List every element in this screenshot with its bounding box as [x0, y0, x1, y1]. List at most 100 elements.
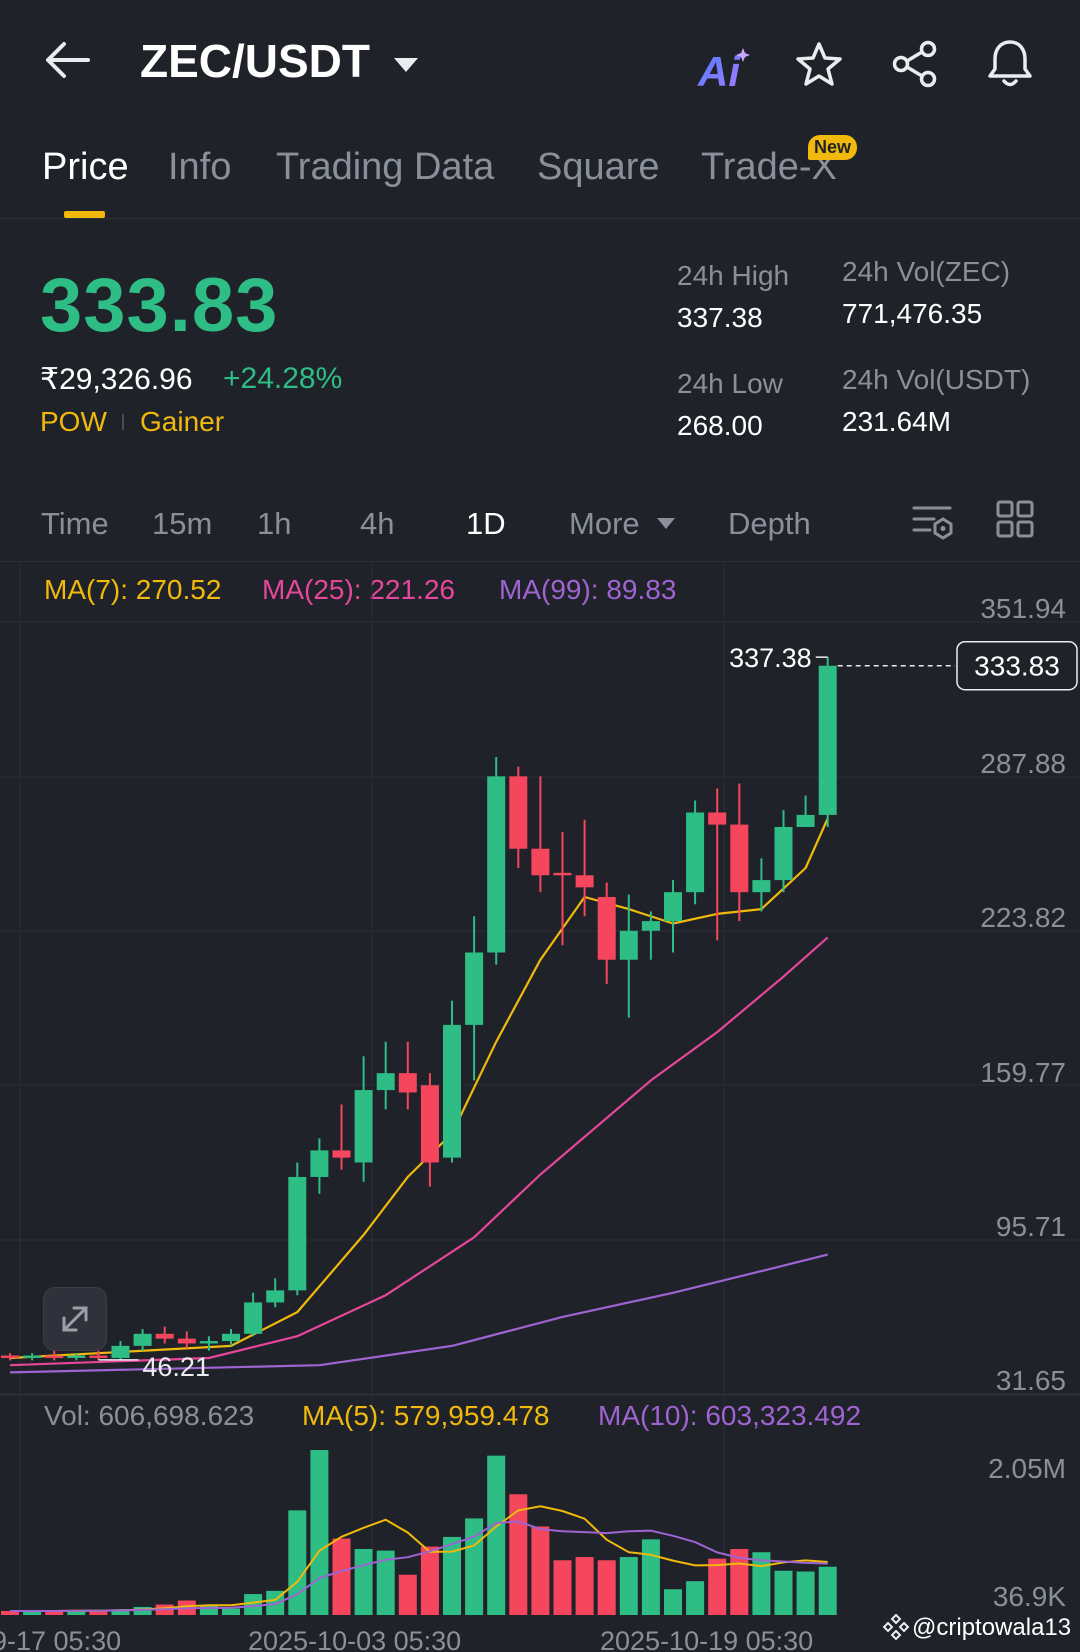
- more-caret-icon: [657, 518, 675, 529]
- pair-dropdown-icon[interactable]: [394, 58, 418, 72]
- volume-bar: [641, 1539, 660, 1615]
- tab-trading-data[interactable]: Trading Data: [276, 146, 495, 188]
- tab-price[interactable]: Price: [42, 146, 129, 188]
- volume-ma5-legend: MA(5): 579,959.478: [302, 1400, 550, 1431]
- star-icon[interactable]: [794, 40, 844, 88]
- timeframe-more[interactable]: More: [569, 506, 640, 541]
- candle-body: [288, 1176, 307, 1291]
- volume-axis-tick: 2.05M: [988, 1453, 1066, 1484]
- volume-bar: [45, 1610, 64, 1615]
- tab-info[interactable]: Info: [168, 146, 232, 188]
- timeframe-1d[interactable]: 1D: [466, 506, 506, 541]
- share-icon[interactable]: [890, 40, 940, 88]
- price-change-percent: +24.28%: [223, 362, 343, 395]
- expand-chart-button[interactable]: [43, 1287, 107, 1351]
- volume-bar: [774, 1570, 793, 1615]
- volume-bar: [398, 1574, 417, 1615]
- volume-bar: [310, 1450, 329, 1615]
- volume-legend: Vol: 606,698.623: [44, 1400, 255, 1431]
- tab-square[interactable]: Square: [537, 146, 660, 188]
- price-axis-tick: 159.77: [980, 1057, 1066, 1088]
- volume-bar: [597, 1560, 616, 1615]
- candle-body: [708, 812, 727, 825]
- bell-icon[interactable]: [986, 38, 1034, 90]
- svg-text:Ai: Ai: [697, 48, 741, 92]
- volume-bar: [244, 1594, 263, 1615]
- volume-axis-tick: 36.9K: [993, 1581, 1066, 1612]
- volume-bar: [664, 1589, 682, 1615]
- candle-body: [266, 1290, 285, 1303]
- high-value: 337.38: [677, 302, 763, 333]
- volume-bar: [730, 1549, 749, 1615]
- price-axis-tick: 223.82: [980, 902, 1066, 933]
- candle-body: [575, 875, 594, 888]
- timeframe-time[interactable]: Time: [41, 506, 109, 541]
- layout-grid-icon[interactable]: [996, 500, 1036, 540]
- volume-bar: [443, 1536, 461, 1615]
- price-chart[interactable]: 351.94 287.88 223.82 159.77 95.71 31.65 333.83…: [0, 562, 1080, 1652]
- chart-top-divider: [0, 561, 1080, 562]
- volume-bar: [575, 1557, 594, 1615]
- candle-body: [509, 776, 528, 849]
- tag-gainer[interactable]: Gainer: [140, 406, 225, 437]
- price-axis-tick: 287.88: [980, 748, 1066, 779]
- binance-logo-icon: [882, 1613, 910, 1641]
- candle-body: [155, 1333, 174, 1339]
- timeframe-1h[interactable]: 1h: [257, 506, 292, 541]
- expand-icon: [62, 1306, 88, 1332]
- time-axis-tick: 9-17 05:30: [0, 1626, 121, 1652]
- candle-body: [199, 1341, 218, 1344]
- volume-bar: [686, 1581, 705, 1615]
- active-tab-indicator: [64, 211, 105, 218]
- pair-title[interactable]: ZEC/USDT: [140, 35, 370, 87]
- candle-body: [89, 1355, 108, 1358]
- vol-quote-label: 24h Vol(USDT): [842, 364, 1031, 395]
- ma99-legend: MA(99): 89.83: [499, 574, 677, 605]
- ma25-line: [9, 936, 829, 1367]
- timeframe-15m[interactable]: 15m: [152, 506, 213, 541]
- volume-bar: [818, 1566, 837, 1615]
- candle-body: [310, 1150, 329, 1177]
- candle-body: [443, 1024, 461, 1158]
- volume-bar: [222, 1608, 240, 1615]
- back-arrow-icon[interactable]: [44, 40, 90, 80]
- ma25-legend: MA(25): 221.26: [262, 574, 455, 605]
- vol-base-value: 771,476.35: [842, 298, 983, 329]
- low-label: 24h Low: [677, 368, 783, 399]
- volume-ma10-line: [10, 1520, 828, 1612]
- last-price-label: 333.83: [974, 651, 1060, 682]
- volume-bar: [111, 1609, 130, 1615]
- high-label: 24h High: [677, 260, 790, 291]
- volume-bar: [288, 1510, 307, 1615]
- price-axis-tick: 351.94: [980, 593, 1066, 624]
- ma7-legend: MA(7): 270.52: [44, 574, 222, 605]
- candle-body: [531, 848, 550, 876]
- candle-body: [398, 1073, 417, 1093]
- timeframe-4h[interactable]: 4h: [360, 506, 395, 541]
- volume-bar: [553, 1560, 572, 1615]
- candle-body: [796, 814, 815, 827]
- candle-body: [774, 826, 793, 881]
- candle-body: [332, 1150, 351, 1158]
- new-badge: New: [808, 135, 858, 160]
- last-price: 333.83: [40, 263, 279, 348]
- ai-icon[interactable]: Ai: [696, 44, 752, 92]
- candle-body: [244, 1302, 263, 1334]
- candle-body: [23, 1355, 42, 1358]
- indicator-settings-icon[interactable]: [910, 502, 954, 540]
- vol-base-label: 24h Vol(ZEC): [842, 256, 1011, 287]
- time-axis-tick: 2025-10-03 05:30: [248, 1626, 461, 1652]
- tag-pow[interactable]: POW: [40, 406, 107, 437]
- volume-bar: [752, 1552, 771, 1615]
- volume-bar: [376, 1550, 395, 1615]
- volume-bar: [199, 1605, 218, 1615]
- candle-body: [177, 1338, 196, 1344]
- volume-bar: [487, 1455, 506, 1615]
- volume-bar: [67, 1610, 86, 1615]
- candle-body: [619, 930, 638, 960]
- low-value: 268.00: [677, 410, 763, 441]
- timeframe-depth[interactable]: Depth: [728, 506, 811, 541]
- candle-body: [376, 1073, 395, 1091]
- candle-body: [553, 872, 572, 876]
- candle-body: [487, 776, 506, 953]
